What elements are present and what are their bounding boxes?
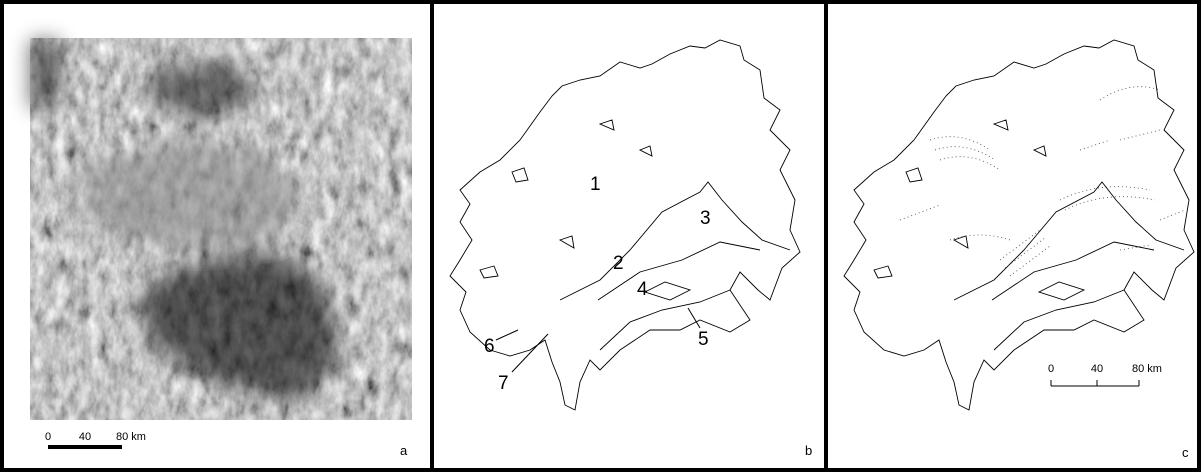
panel-b: 1 2 3 4 5 6 7 b	[449, 39, 812, 458]
lineations	[899, 86, 1186, 277]
panel-letter: c	[1182, 445, 1189, 460]
leader-line	[495, 329, 519, 341]
scale-label: 40	[79, 431, 91, 443]
unit-label: 2	[613, 253, 624, 274]
unit-label: 1	[590, 174, 601, 195]
scale-label: 80 km	[116, 431, 146, 443]
unit-label: 6	[484, 336, 495, 357]
leader-line	[687, 307, 701, 329]
unit-label: 7	[498, 373, 509, 394]
scale-label: 0	[45, 431, 51, 443]
unit-outlines	[449, 39, 801, 411]
unit-label: 4	[637, 279, 648, 300]
panel-c: 0 40 80 km c	[843, 39, 1195, 460]
panel-a: 0 40 80 km a	[30, 38, 412, 458]
scale-label: 40	[1091, 363, 1103, 375]
panel-letter: b	[805, 443, 812, 458]
unit-label: 3	[700, 208, 711, 229]
scale-label: 80 km	[1132, 363, 1162, 375]
unit-label: 5	[698, 329, 709, 350]
unit-outlines	[843, 39, 1195, 411]
scale-label: 0	[1048, 363, 1054, 375]
panel-letter: a	[400, 443, 408, 458]
leader-line	[511, 333, 549, 373]
